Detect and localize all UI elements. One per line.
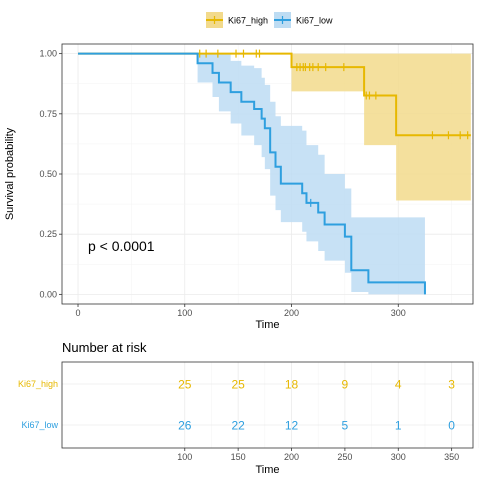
risk-cell-Ki67_low: 5 bbox=[342, 419, 349, 433]
y-tick-label: 0.50 bbox=[39, 169, 57, 179]
risk-cell-Ki67_low: 26 bbox=[178, 419, 192, 433]
risk-x-tick-label: 100 bbox=[177, 452, 192, 462]
risk-x-tick-label: 200 bbox=[284, 452, 299, 462]
risk-row-label: Ki67_low bbox=[21, 420, 58, 430]
risk-cell-Ki67_high: 18 bbox=[285, 378, 299, 392]
risk-cell-Ki67_low: 22 bbox=[231, 419, 245, 433]
y-tick-label: 0.75 bbox=[39, 109, 57, 119]
risk-row-label: Ki67_high bbox=[18, 379, 58, 389]
risk-table: Number at risk 25 25 18 9 4 3 26 22 12 5 1 0 Ki67_h… bbox=[18, 340, 478, 476]
x-tick-label: 300 bbox=[391, 308, 406, 318]
legend-item-Ki67_low: Ki67_low bbox=[274, 12, 333, 28]
km-y-axis-ticks: 0.00 0.25 0.50 0.75 1.00 bbox=[39, 49, 62, 300]
km-y-axis-title: Survival probability bbox=[4, 127, 16, 220]
risk-cell-Ki67_high: 3 bbox=[448, 378, 455, 392]
risk-cell-Ki67_low: 1 bbox=[395, 419, 402, 433]
risk-cell-Ki67_high: 25 bbox=[178, 378, 192, 392]
x-tick-label: 0 bbox=[76, 308, 81, 318]
legend-label: Ki67_high bbox=[228, 16, 268, 26]
y-tick-label: 0.00 bbox=[39, 289, 57, 299]
risk-cell-Ki67_high: 25 bbox=[231, 378, 245, 392]
risk-table-title: Number at risk bbox=[62, 340, 147, 355]
risk-x-tick-label: 150 bbox=[231, 452, 246, 462]
y-tick-label: 1.00 bbox=[39, 49, 57, 59]
p-value-annotation: p < 0.0001 bbox=[88, 238, 155, 254]
legend-label: Ki67_low bbox=[296, 16, 333, 26]
y-tick-label: 0.25 bbox=[39, 229, 57, 239]
risk-table-panel bbox=[62, 362, 473, 448]
x-tick-label: 200 bbox=[284, 308, 299, 318]
km-plot-area: 0.00 0.25 0.50 0.75 1.00 0 100 200 300 Time Sur… bbox=[4, 44, 473, 331]
x-tick-label: 100 bbox=[177, 308, 192, 318]
risk-table-row-labels: Ki67_high Ki67_low bbox=[18, 379, 59, 430]
risk-cell-Ki67_low: 0 bbox=[448, 419, 455, 433]
risk-cell-Ki67_high: 4 bbox=[395, 378, 402, 392]
km-x-axis-ticks: 0 100 200 300 bbox=[76, 304, 406, 318]
legend-item-Ki67_high: Ki67_high bbox=[206, 12, 268, 28]
risk-x-tick-label: 250 bbox=[337, 452, 352, 462]
risk-table-x-ticks: 100 150 200 250 300 350 bbox=[177, 448, 459, 462]
km-x-axis-title: Time bbox=[255, 319, 279, 331]
risk-table-x-axis-title: Time bbox=[255, 464, 279, 476]
risk-x-tick-label: 350 bbox=[444, 452, 459, 462]
risk-x-tick-label: 300 bbox=[391, 452, 406, 462]
legend: Ki67_high Ki67_low bbox=[206, 12, 333, 28]
risk-cell-Ki67_low: 12 bbox=[285, 419, 299, 433]
risk-cell-Ki67_high: 9 bbox=[342, 378, 349, 392]
